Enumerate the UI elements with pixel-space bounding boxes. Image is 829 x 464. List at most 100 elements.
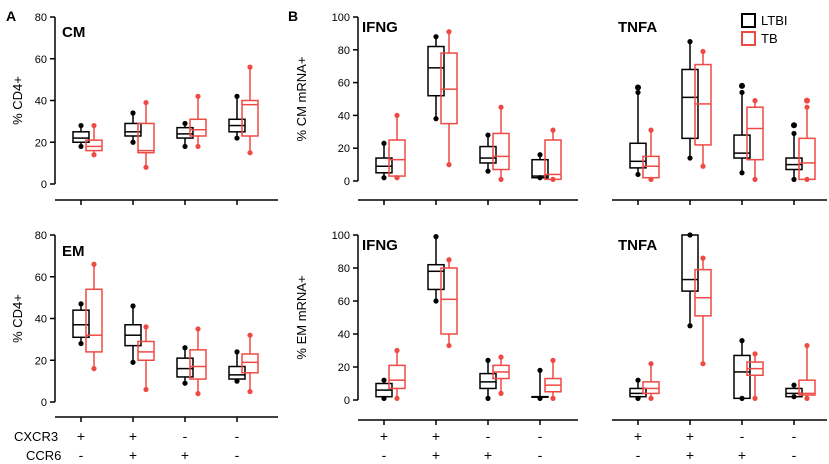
box-cm-ifng-tb-2 <box>492 104 510 182</box>
y-tick-label-em-cd4-1: 20 <box>35 355 47 367</box>
whisker-cap-min <box>446 162 452 168</box>
whisker-cap-max <box>739 89 745 96</box>
outlier-point-0 <box>804 97 810 104</box>
box-iqr <box>492 132 510 171</box>
x-sign-1-1-0: - <box>382 447 387 463</box>
y-axis-title-cm-cd4: % CD4+ <box>10 76 25 125</box>
box-em-cd4-tb-2 <box>189 326 207 397</box>
whisker-cap-min <box>433 298 439 304</box>
whisker-cap-max <box>91 261 97 267</box>
whisker-cap-max <box>648 361 654 367</box>
box-cm-ifng-tb-1 <box>440 29 458 168</box>
whisker-cap-min <box>143 164 149 170</box>
whisker-cap-min <box>700 361 706 367</box>
box-cm-tnfa-tb-1 <box>694 48 712 169</box>
whisker-cap-max <box>78 122 84 129</box>
y-tick-label-cm-cd4-0: 0 <box>41 179 47 191</box>
box-iqr <box>189 349 207 380</box>
box-iqr <box>388 364 406 390</box>
whisker-cap-max <box>234 349 240 355</box>
box-iqr <box>479 372 497 390</box>
whisker-cap-min <box>687 155 693 161</box>
y-tick-label-em-ifng-4: 80 <box>338 263 350 275</box>
whisker-cap-max <box>700 48 706 55</box>
box-iqr <box>124 122 142 137</box>
box-iqr <box>176 357 194 378</box>
box-cm-cd4-ltbi-3 <box>228 93 246 141</box>
box-em-tnfa-tb-2 <box>746 351 764 401</box>
whisker-cap-max <box>804 342 810 349</box>
y-tick-label-cm-ifng-1: 20 <box>338 143 350 155</box>
box-iqr <box>746 106 764 161</box>
whisker-cap-min <box>91 152 97 158</box>
box-iqr <box>798 379 816 396</box>
box-em-cd4-ltbi-3 <box>228 349 246 384</box>
box-iqr <box>681 234 699 292</box>
y-tick-label-em-ifng-5: 100 <box>332 230 350 242</box>
box-em-ifng-tb-1 <box>440 257 458 349</box>
whisker-cap-max <box>247 332 253 338</box>
legend: LTBI TB <box>741 13 788 46</box>
whisker-cap-min <box>247 388 253 395</box>
box-cm-cd4-tb-3 <box>241 64 259 156</box>
box-em-cd4-ltbi-0 <box>72 301 90 347</box>
whisker-cap-max <box>791 130 797 137</box>
y-tick-label-cm-ifng-0: 0 <box>344 176 350 188</box>
box-em-ifng-ltbi-0 <box>375 377 393 401</box>
whisker-cap-max <box>804 104 810 110</box>
whisker-cap-min <box>635 171 641 178</box>
box-em-tnfa-ltbi-2 <box>733 338 751 401</box>
box-iqr <box>189 118 207 137</box>
box-em-ifng-ltbi-2 <box>479 357 497 401</box>
whisker-cap-min <box>195 391 201 397</box>
whisker-cap-max <box>394 347 400 354</box>
y-tick-label-cm-cd4-3: 60 <box>35 54 47 66</box>
box-iqr <box>241 353 259 374</box>
panel-letter-b: B <box>288 8 298 24</box>
y-tick-label-em-cd4-3: 60 <box>35 272 47 284</box>
x-row-label-cxcr3: CXCR3 <box>14 429 58 444</box>
x-sign-1-0-0: + <box>380 428 388 444</box>
box-em-tnfa-tb-1 <box>694 255 712 367</box>
box-iqr <box>629 142 647 169</box>
box-iqr <box>440 52 458 125</box>
whisker-cap-max <box>550 357 556 363</box>
x-sign-1-1-1: + <box>432 447 440 463</box>
whisker-cap-min <box>143 386 149 393</box>
box-em-ifng-ltbi-3 <box>531 367 549 401</box>
whisker-cap-max <box>635 377 641 383</box>
box-cm-cd4-tb-2 <box>189 93 207 150</box>
panel-em-tnfa: TNFA <box>612 232 827 425</box>
whisker-cap-max <box>550 127 556 133</box>
whisker-cap-max <box>498 354 504 360</box>
whisker-cap-min <box>791 176 797 182</box>
whisker-cap-max <box>485 357 491 363</box>
box-em-ifng-tb-3 <box>544 357 562 401</box>
panel-title-cm-cd4: CM <box>62 24 85 41</box>
y-tick-label-cm-ifng-4: 80 <box>338 45 350 57</box>
whisker-cap-max <box>143 99 149 106</box>
whisker-cap-max <box>537 152 543 158</box>
x-sign-2-1-3: - <box>792 447 797 463</box>
panel-title-em-cd4: EM <box>62 243 85 260</box>
box-iqr <box>241 99 259 137</box>
panel-cm-cd4: CM 0 20 40 60 80 % CD4+ <box>10 12 278 205</box>
whisker-cap-max <box>195 326 201 332</box>
x-sign-2-0-2: - <box>740 428 745 444</box>
box-iqr <box>85 139 103 152</box>
x-sign-1-0-2: - <box>486 428 491 444</box>
whisker-cap-min <box>498 390 504 396</box>
whisker-cap-max <box>381 377 387 383</box>
whisker-cap-min <box>687 323 693 329</box>
box-iqr <box>440 267 458 335</box>
box-iqr <box>642 381 660 395</box>
whisker-cap-max <box>635 89 641 96</box>
whisker-cap-max <box>130 110 136 116</box>
whisker-cap-min <box>394 395 400 401</box>
panel-title-em-tnfa: TNFA <box>618 237 657 254</box>
whisker-cap-max <box>446 257 452 263</box>
box-iqr <box>733 354 751 400</box>
legend-swatch-tb <box>741 31 756 46</box>
box-iqr <box>176 126 194 139</box>
